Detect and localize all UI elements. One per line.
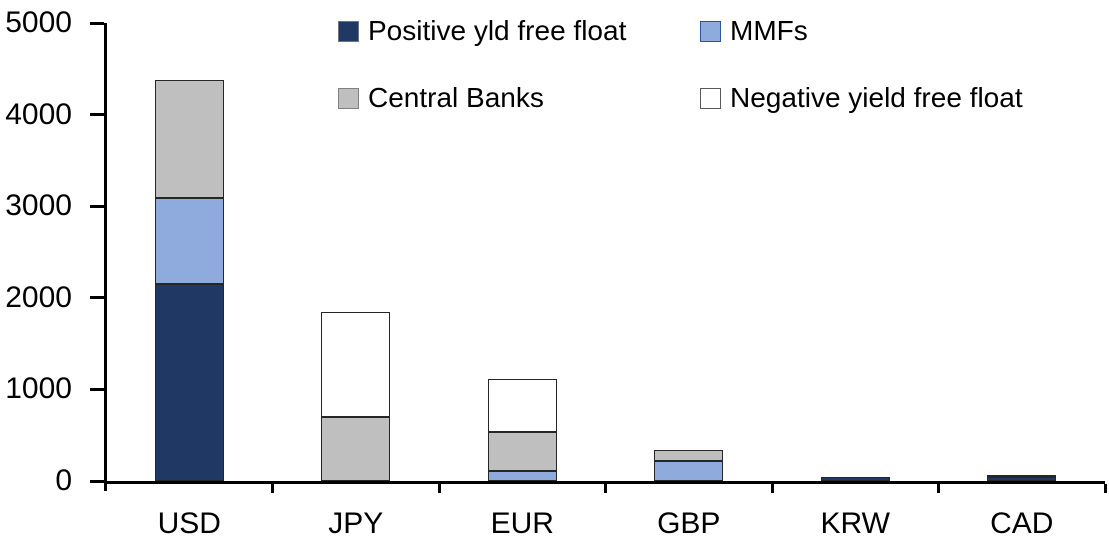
legend-item-positive-yld-free-float: Positive yld free float xyxy=(338,16,700,46)
bar-segment-usd-central-banks xyxy=(154,79,224,198)
mmfs-swatch-icon xyxy=(700,20,721,42)
y-tick-label: 5000 xyxy=(5,6,72,39)
x-category-label-gbp: GBP xyxy=(657,507,721,540)
bar-segment-eur-central-banks xyxy=(487,431,557,472)
bar-segment-gbp-central-banks xyxy=(654,449,724,461)
y-tick-label: 0 xyxy=(55,464,72,497)
x-category-label-eur: EUR xyxy=(490,507,554,540)
legend-item-mmfs: MMFs xyxy=(700,16,1023,46)
bar-segment-usd-positive-yld-free-float xyxy=(154,284,224,481)
legend: Positive yld free float MMFs Central Banks… xyxy=(338,16,1023,113)
x-tick-mark xyxy=(937,484,940,493)
legend-label-central-banks: Central Banks xyxy=(368,82,544,113)
central-banks-swatch-icon xyxy=(338,87,359,109)
x-category-label-cad: CAD xyxy=(990,507,1054,540)
x-tick-mark xyxy=(1103,484,1107,493)
legend-item-negative-yield-free-float: Negative yield free float xyxy=(700,83,1023,113)
y-tick-mark xyxy=(90,479,104,483)
y-tick-label: 1000 xyxy=(5,372,72,406)
legend-label-positive-yld-free-float: Positive yld free float xyxy=(368,15,627,46)
x-tick-mark xyxy=(437,484,441,493)
y-tick-mark xyxy=(90,113,104,117)
positive-yld-free-float-swatch-icon xyxy=(338,20,359,42)
y-tick-label: 3000 xyxy=(5,189,72,223)
legend-item-central-banks: Central Banks xyxy=(338,83,700,113)
legend-label-mmfs: MMFs xyxy=(730,15,808,46)
y-tick-label: 4000 xyxy=(5,97,72,131)
x-category-label-krw: KRW xyxy=(820,507,890,540)
bar-segment-eur-negative-yield-free-float xyxy=(487,379,557,432)
y-tick-mark xyxy=(90,204,104,208)
bar-segment-gbp-mmfs xyxy=(654,460,724,481)
negative-yield-free-float-swatch-icon xyxy=(700,87,721,109)
x-tick-mark xyxy=(770,484,774,493)
y-tick-mark xyxy=(90,296,104,300)
legend-label-negative-yield-free-float: Negative yield free float xyxy=(730,82,1023,113)
bar-segment-usd-mmfs xyxy=(154,197,224,285)
bar-segment-cad-positive-yld-free-float xyxy=(987,477,1057,481)
bar-segment-jpy-central-banks xyxy=(321,416,391,481)
y-tick-mark xyxy=(90,21,104,25)
x-tick-mark xyxy=(271,484,274,493)
bar-segment-jpy-negative-yield-free-float xyxy=(321,311,391,417)
x-axis-line xyxy=(104,481,1105,484)
y-tick-label: 2000 xyxy=(5,280,72,314)
x-category-label-usd: USD xyxy=(157,507,221,540)
bar-segment-cad-central-banks xyxy=(987,474,1057,478)
y-tick-mark xyxy=(90,387,104,391)
bar-segment-eur-mmfs xyxy=(487,471,557,481)
bar-segment-krw-positive-yld-free-float xyxy=(820,476,890,481)
x-category-label-jpy: JPY xyxy=(328,507,384,540)
x-tick-mark xyxy=(604,484,607,493)
y-axis-line xyxy=(104,23,107,491)
